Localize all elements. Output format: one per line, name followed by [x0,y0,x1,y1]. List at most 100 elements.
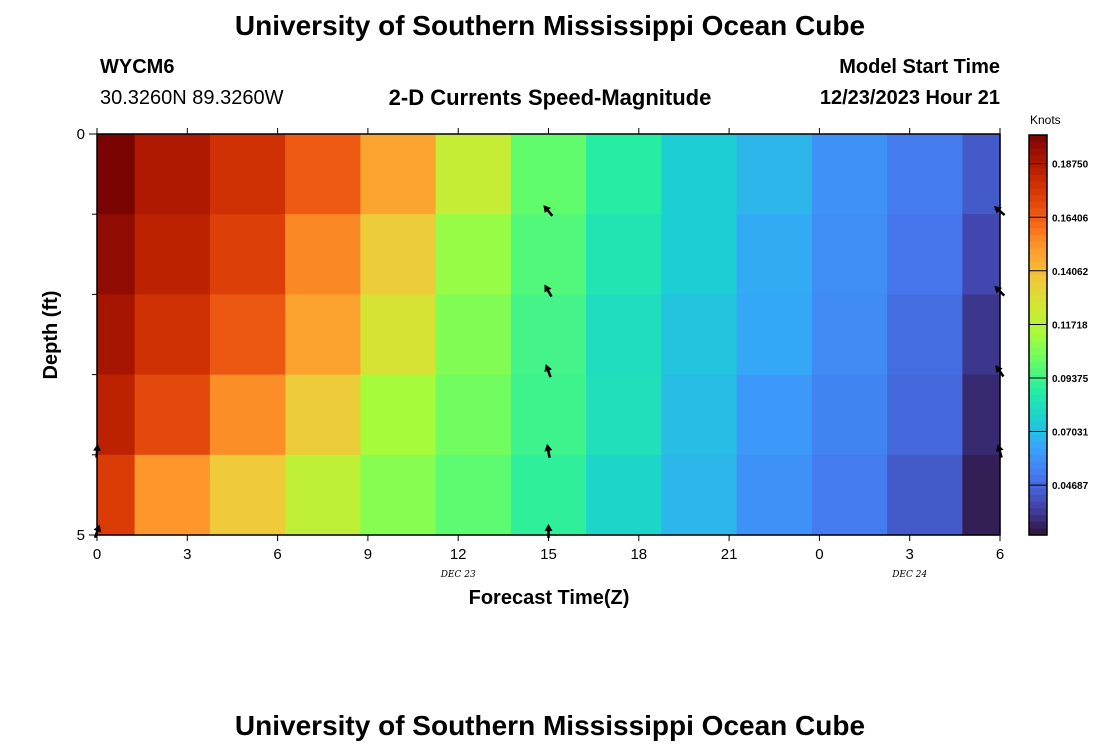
heatmap-cell [285,454,361,536]
colorbar-segment [1029,488,1047,496]
colorbar-segment [1029,335,1047,343]
colorbar-tick-label: 0.07031 [1052,427,1089,438]
colorbar-segment [1029,408,1047,416]
colorbar-tick-label: 0.18750 [1052,160,1089,171]
colorbar-segment [1029,501,1047,509]
heatmap-cell [811,214,888,295]
colorbar-segment [1029,148,1047,156]
colorbar-segment [1029,188,1047,196]
heatmap-cell [736,134,813,215]
colorbar-segment [1029,448,1047,456]
colorbar-segment [1029,175,1047,183]
heatmap-cell [97,294,136,376]
colorbar-segment [1029,141,1047,149]
colorbar-segment [1029,468,1047,476]
heatmap-cell [962,374,1001,456]
colorbar-segment [1029,315,1047,323]
heatmap-cell [661,454,738,536]
station-coordinates: 30.3260N 89.3260W [100,87,284,109]
heatmap-cell [134,214,211,295]
heatmap-cell [586,134,662,215]
heatmap-cell [435,134,512,215]
model-start-time: 12/23/2023 Hour 21 [819,87,1000,109]
heatmap-cell [285,214,361,295]
heatmap-cell [811,294,888,376]
heatmap-cell [510,294,587,376]
heatmap-cell [360,294,437,376]
heatmap-cell [97,214,136,295]
colorbar-units: Knots [1030,113,1061,127]
x-tick-label: 6 [273,546,281,563]
colorbar-segment [1029,201,1047,209]
y-axis-label: Depth (ft) [40,291,62,380]
heatmap-cell [887,214,963,295]
chart-subtitle: 2-D Currents Speed-Magnitude [388,85,712,110]
colorbar-segment [1029,135,1047,143]
colorbar-segment [1029,461,1047,469]
y-tick-label: 5 [77,527,85,544]
colorbar-segment [1029,255,1047,263]
current-vector [544,443,553,458]
heatmap-cell [510,134,587,215]
heatmap-cell [97,374,136,456]
colorbar-segment [1029,415,1047,423]
x-tick-label: 18 [630,546,647,563]
colorbar-segment [1029,261,1047,269]
heatmap-cell [962,454,1001,536]
heatmap-cell [97,454,136,536]
x-tick-label: 3 [183,546,191,563]
heatmap-cell [435,374,512,456]
date-label: DEC 24 [891,570,927,580]
colorbar-segment [1029,475,1047,483]
colorbar-segment [1029,161,1047,169]
heatmap-cell [360,134,437,215]
heatmap-cell [586,294,662,376]
x-tick-label: 3 [906,546,914,563]
heatmap-cell [285,134,361,215]
heatmap-cell [134,454,211,536]
colorbar-tick-label: 0.11718 [1052,320,1088,331]
heatmap-cell [887,454,963,536]
x-tick-label: 0 [815,546,823,563]
colorbar-segment [1029,528,1047,536]
heatmap-cell [887,374,963,456]
colorbar-segment [1029,248,1047,256]
colorbar-segment [1029,428,1047,436]
heatmap-cell [209,214,286,295]
current-vector [543,205,554,217]
colorbar-segment [1029,235,1047,243]
heatmap-cell [736,454,813,536]
colorbar-segment [1029,368,1047,376]
date-label: DEC 23 [440,570,476,580]
heatmap-cell [811,454,888,536]
colorbar-segment [1029,421,1047,429]
colorbar-segment [1029,508,1047,516]
colorbar-frame [1028,134,1048,536]
heatmap-cell [586,454,662,536]
colorbar-segment [1029,515,1047,523]
colorbar-segment [1029,221,1047,229]
heatmap-cell [134,294,211,376]
heatmap-cell [285,294,361,376]
colorbar-segment [1029,275,1047,283]
colorbar-segment [1029,521,1047,529]
colorbar-segment [1029,168,1047,176]
page-title: University of Southern Mississippi Ocean… [234,10,866,41]
heatmap-cell [661,294,738,376]
heatmap-cell [962,214,1001,295]
heatmap-cell [209,294,286,376]
x-axis-label: Forecast Time(Z) [469,587,630,609]
heatmap-cell [811,374,888,456]
heatmap-cell [661,214,738,295]
colorbar-tick-label: 0.04687 [1052,481,1089,492]
heatmap-cell [209,454,286,536]
colorbar-segment [1029,268,1047,276]
model-start-label: Model Start Time [839,56,1000,78]
colorbar-segment [1029,301,1047,309]
colorbar-segment [1029,395,1047,403]
heatmap-cell [510,374,587,456]
heatmap-cell [360,454,437,536]
colorbar-segment [1029,381,1047,389]
heatmap-cell [736,294,813,376]
